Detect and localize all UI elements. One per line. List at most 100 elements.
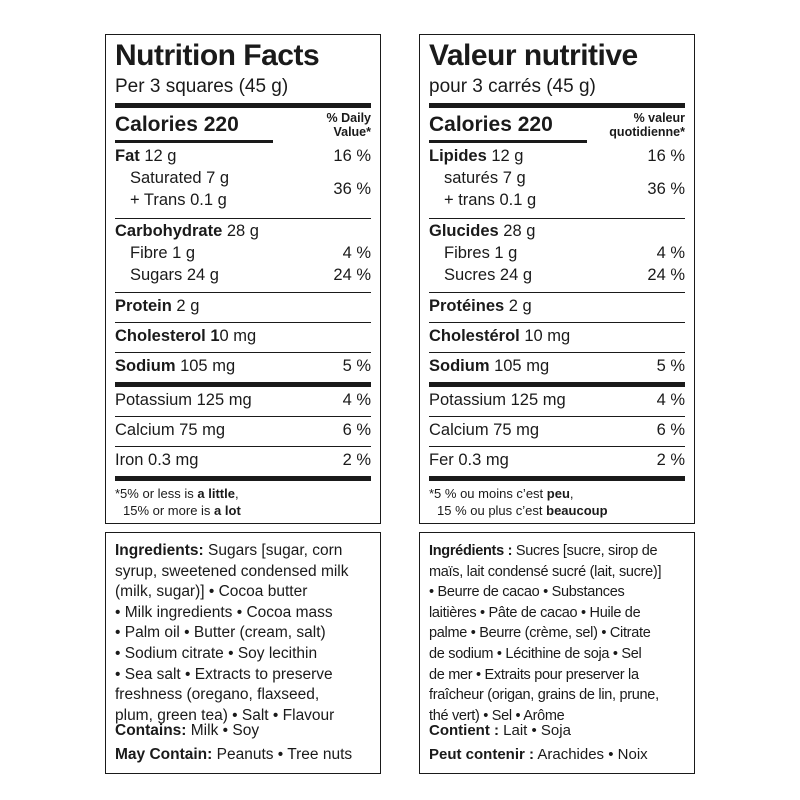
nutrient-percent: 4 % <box>342 391 371 409</box>
ingredients-label: Ingrédients : <box>429 543 513 559</box>
nutrient-amount: 10 mg <box>519 327 571 345</box>
nutrient-row-fibre: Fibres 1 g 4 % <box>429 244 685 263</box>
nutrient-label: Fat <box>115 147 140 165</box>
divider-calories <box>115 140 273 143</box>
divider-thick <box>115 103 371 108</box>
nutrient-row-trans: + Trans 0.1 g <box>130 191 227 209</box>
nutrient-amount: 105 mg <box>175 357 236 375</box>
ingredients-line-1: Ingrédients : Sucres [sucre, sirop de <box>429 541 686 562</box>
nutrient-label: Cholesterol 1 <box>115 327 220 345</box>
ingredients-line-1: Ingredients: Sugars [sugar, corn <box>115 541 372 562</box>
nutrient-label: Fer 0.3 mg <box>429 451 509 469</box>
nutrient-row-calcium: Calcium 75 mg 6 % <box>429 421 685 440</box>
divider-thick <box>429 103 685 108</box>
ingredients-line-7: • Sea salt • Extracts to preserve <box>115 665 333 683</box>
nutrient-row-carbohydrate: Glucides 28 g <box>429 222 685 241</box>
footnote-text: , <box>234 486 239 501</box>
nutrient-label: Calcium 75 mg <box>115 421 226 439</box>
ingredients-line-9: thé vert) • Sel • Arôme <box>429 707 565 724</box>
contains-value: Milk • Soy <box>186 722 260 739</box>
ingredients-line-4: • Milk ingredients • Cocoa mass <box>115 603 333 621</box>
nutrient-percent: 2 % <box>656 451 685 469</box>
nutrient-amount: 0 mg <box>219 327 257 345</box>
nutrient-percent: 4 % <box>656 244 685 262</box>
nutrient-amount: 28 g <box>222 222 259 240</box>
footnote-text: 15 % ou plus c’est <box>437 503 547 518</box>
divider <box>115 416 371 417</box>
divider-thick <box>429 382 685 387</box>
serving-size: Per 3 squares (45 g) <box>115 76 289 97</box>
divider-thick <box>115 476 371 481</box>
nutrient-row-saturated: saturés 7 g <box>444 169 526 187</box>
divider <box>429 446 685 447</box>
footnote-bold: a little <box>197 486 235 501</box>
daily-value-header: % Daily Value* <box>327 111 371 139</box>
nutrient-row-saturated: Saturated 7 g <box>130 169 230 187</box>
divider <box>115 352 371 353</box>
ingredients-line-8: fraîcheur (origan, grains de lin, prune, <box>429 687 659 704</box>
nutrient-percent: 36 % <box>647 180 685 198</box>
nutrient-percent: 2 % <box>342 451 371 469</box>
may-contain-label: Peut contenir : <box>429 746 535 763</box>
nutrient-percent: 4 % <box>342 244 371 262</box>
calories: Calories 220 <box>115 113 239 136</box>
contains-value: Lait • Soja <box>498 722 571 739</box>
nutrient-row-fibre: Fibre 1 g 4 % <box>115 244 371 263</box>
divider <box>115 218 371 219</box>
nutrient-label: Potassium 125 mg <box>429 391 566 409</box>
nutrient-row-cholesterol: Cholesterol 10 mg <box>115 327 371 346</box>
divider <box>115 322 371 323</box>
ingredients-line-6: de sodium • Lécithine de soja • Sel <box>429 645 642 662</box>
ingredients-line-2: maïs, lait condensé sucré (lait, sucre)] <box>429 563 662 580</box>
footnote-text: *5% or less is <box>115 486 198 501</box>
ingredients-line-3: • Beurre de cacao • Substances <box>429 584 625 601</box>
nutrient-label: Protéines <box>429 297 505 315</box>
nutrient-row-iron: Fer 0.3 mg 2 % <box>429 451 685 470</box>
divider <box>115 446 371 447</box>
footnote-text: 15% or more is <box>123 503 215 518</box>
nutrient-amount: 2 g <box>504 297 532 315</box>
contains-label: Contains: <box>115 722 187 739</box>
may-contain-label: May Contain: <box>115 746 213 763</box>
nutrient-percent: 6 % <box>656 421 685 439</box>
divider <box>429 352 685 353</box>
nutrient-percent: 4 % <box>656 391 685 409</box>
footnote-line1: *5% or less is a little, <box>115 485 239 502</box>
divider-calories <box>429 140 587 143</box>
nutrient-row-cholesterol: Cholestérol 10 mg <box>429 327 685 346</box>
footnote-bold: a lot <box>214 503 241 518</box>
nutrient-row-protein: Protéines 2 g <box>429 297 685 316</box>
calories: Calories 220 <box>429 113 553 136</box>
footnote-bold: peu <box>546 486 570 501</box>
nutrient-row-sodium: Sodium 105 mg 5 % <box>115 357 371 376</box>
nutrient-label: Carbohydrate <box>115 222 223 240</box>
nutrition-facts-panel-fr: Valeur nutritive pour 3 carrés (45 g) Ca… <box>419 34 695 524</box>
nutrient-row-fat: Lipides 12 g 16 % <box>429 147 685 166</box>
ingredients-text-segment: Sugars [sugar, corn <box>203 542 343 559</box>
daily-value-line2: Value* <box>333 125 371 139</box>
nutrient-label: Lipides <box>429 147 487 165</box>
nutrient-amount: 12 g <box>486 147 524 165</box>
may-contain-line: Peut contenir : Arachides • Noix <box>429 746 648 763</box>
may-contain-value: Arachides • Noix <box>534 746 648 763</box>
contains-line: Contains: Milk • Soy <box>115 722 259 740</box>
divider-thick <box>429 476 685 481</box>
ingredients-line-3: (milk, sugar)] • Cocoa butter <box>115 583 308 601</box>
serving-size: pour 3 carrés (45 g) <box>429 76 596 97</box>
ingredients-label: Ingredients: <box>115 542 204 559</box>
nutrient-row-calcium: Calcium 75 mg 6 % <box>115 421 371 440</box>
nutrient-label: Sodium <box>115 357 176 375</box>
nutrient-label: Potassium 125 mg <box>115 391 252 409</box>
nutrient-row-fat: Fat 12 g 16 % <box>115 147 371 166</box>
nutrient-label: Cholestérol <box>429 327 520 345</box>
nutrient-label: Sodium <box>429 357 490 375</box>
nutrient-percent: 5 % <box>342 357 371 375</box>
nutrient-row-potassium: Potassium 125 mg 4 % <box>115 391 371 410</box>
contains-label: Contient : <box>429 722 499 739</box>
nutrient-percent: 5 % <box>656 357 685 375</box>
nutrient-label: Glucides <box>429 222 499 240</box>
nutrient-row-sugars: Sucres 24 g 24 % <box>429 266 685 285</box>
panel-title: Nutrition Facts <box>115 39 320 72</box>
footnote-text: *5 % ou moins c’est <box>429 486 547 501</box>
nutrient-percent: 16 % <box>647 147 685 165</box>
